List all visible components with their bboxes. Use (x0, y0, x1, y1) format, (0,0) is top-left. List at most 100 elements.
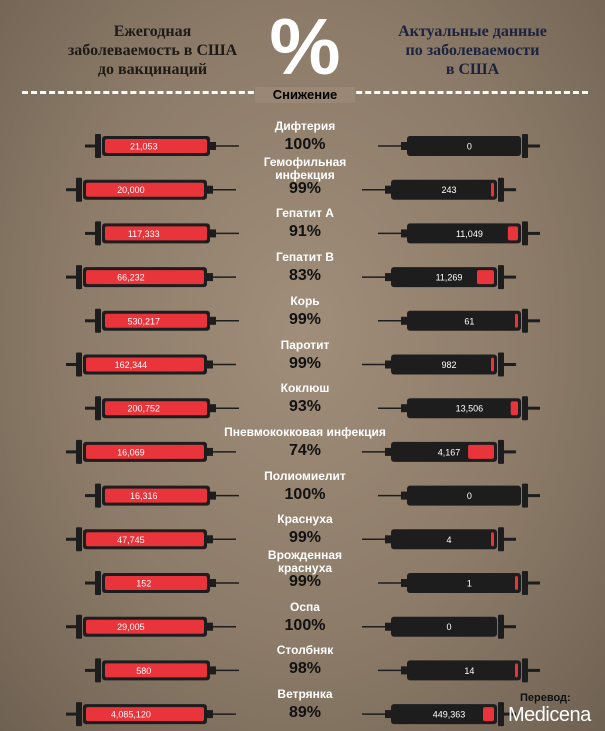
current-value: 1 (467, 579, 472, 589)
before-value: 16,316 (130, 491, 158, 501)
current-value: 243 (441, 185, 456, 195)
right-hub (401, 316, 407, 325)
right-barrel (391, 616, 497, 637)
right-barrel (407, 310, 521, 331)
right-flange (522, 134, 528, 158)
current-value: 4,167 (438, 447, 461, 457)
right-flange (522, 658, 528, 683)
current-value: 11,269 (436, 273, 463, 283)
disease-name: Корь (290, 293, 320, 308)
right-hub (385, 535, 391, 544)
left-fill (105, 139, 207, 153)
right-barrel (407, 398, 521, 419)
left-flange (76, 265, 82, 290)
right-title-line: Актуальные данные (398, 23, 547, 40)
right-flange (498, 702, 504, 727)
left-hub (207, 622, 213, 631)
current-value: 0 (467, 142, 472, 152)
left-hub (210, 316, 216, 325)
right-barrel (407, 660, 521, 681)
right-flange (498, 527, 504, 552)
left-column-title: Ежегодная заболеваемость в США до вакцин… (45, 22, 260, 79)
right-barrel (391, 179, 497, 200)
decline-percent: 93% (288, 398, 322, 416)
current-value: 982 (441, 360, 456, 370)
left-flange (76, 352, 82, 377)
decline-percent: 89% (288, 704, 322, 722)
left-fill (105, 401, 207, 416)
disease-name: Краснуха (277, 512, 333, 527)
before-value: 4,085,120 (111, 710, 151, 720)
before-value: 29,005 (117, 622, 145, 632)
left-title-line: заболеваемость в США (67, 42, 238, 59)
disease-name: Столбняк (276, 643, 334, 658)
right-barrel (407, 485, 521, 506)
right-hub (385, 710, 391, 719)
before-value: 152 (136, 579, 151, 589)
syringe-row: 66,232 11,269 (66, 265, 516, 290)
decline-percent: 99% (288, 354, 322, 372)
right-barrel (407, 223, 521, 244)
current-value: 4 (446, 535, 451, 545)
percent-symbol: % (269, 2, 341, 91)
right-fill (468, 444, 494, 459)
syringe-row: 530,217 61 (85, 308, 540, 333)
right-hub (401, 491, 407, 500)
left-fill (86, 532, 204, 547)
right-flange (522, 308, 528, 333)
left-fill (86, 357, 204, 372)
before-value: 580 (136, 666, 151, 676)
left-flange (95, 571, 101, 595)
current-value: 13,506 (456, 404, 484, 414)
decline-percent: 100% (284, 616, 326, 634)
left-flange (95, 308, 101, 333)
disease-name: Коклюш (280, 381, 330, 396)
current-value: 0 (467, 491, 472, 501)
decline-percent: 99% (288, 573, 322, 590)
right-fill (491, 182, 494, 197)
right-fill (515, 576, 518, 590)
left-hub (210, 666, 216, 675)
right-fill (510, 401, 518, 416)
decline-percent: 91% (288, 223, 322, 241)
right-flange (498, 265, 504, 290)
left-fill (105, 663, 207, 678)
left-hub (210, 404, 216, 413)
disease-name: Паротит (280, 337, 330, 352)
before-value: 530,217 (127, 316, 160, 326)
left-fill (105, 226, 207, 241)
right-flange (498, 614, 504, 639)
decline-percent: 100% (284, 136, 326, 153)
left-hub (210, 579, 216, 587)
left-hub (207, 273, 213, 282)
logo: Medicena (508, 704, 591, 726)
left-hub (207, 447, 213, 456)
credit-label: Перевод: (520, 692, 571, 704)
disease-name: Пневмококковая инфекция (224, 424, 386, 439)
left-hub (207, 535, 213, 544)
disease-name: Оспа (290, 599, 320, 614)
right-fill (515, 663, 518, 678)
left-flange (95, 396, 101, 421)
left-flange (95, 134, 101, 158)
right-fill (515, 313, 518, 328)
left-hub (210, 142, 216, 150)
syringe-row: 152 1 (85, 571, 540, 595)
left-hub (207, 360, 213, 369)
right-hub (401, 666, 407, 675)
before-value: 47,745 (117, 535, 145, 545)
decline-percent: 83% (288, 267, 322, 285)
left-flange (95, 221, 101, 246)
left-flange (76, 702, 82, 727)
decline-percent: 99% (288, 179, 322, 197)
current-value: 11,049 (456, 229, 483, 239)
right-hub (401, 142, 407, 150)
right-hub (401, 579, 407, 587)
before-value: 16,069 (117, 447, 145, 457)
left-fill (105, 313, 207, 328)
left-fill (86, 182, 204, 197)
left-hub (207, 710, 213, 719)
disease-name: Врожденная краснуха (267, 548, 343, 575)
